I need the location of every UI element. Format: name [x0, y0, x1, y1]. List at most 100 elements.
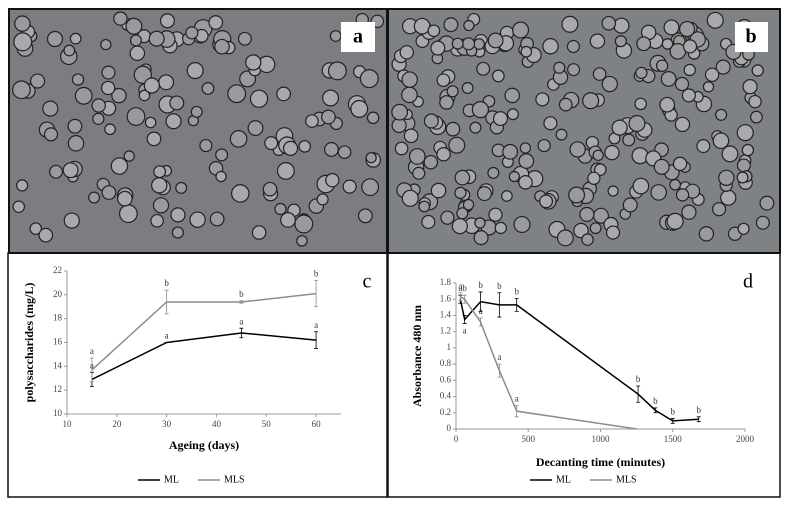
significance-letter: a [239, 316, 243, 326]
cell [359, 69, 379, 89]
cell [274, 202, 287, 216]
cell [473, 230, 489, 246]
cell [451, 218, 468, 235]
cell [413, 17, 431, 35]
x-tick-label: 30 [162, 419, 172, 429]
cell [101, 80, 116, 96]
significance-letter: b [671, 407, 676, 417]
cell [711, 202, 727, 217]
cell [101, 185, 117, 200]
cell [227, 84, 247, 104]
significance-letter: b [636, 374, 641, 384]
cell [443, 17, 459, 33]
cell [146, 131, 162, 147]
cell [12, 200, 26, 214]
line [91, 332, 317, 381]
cell [43, 127, 59, 142]
cell [513, 215, 531, 234]
cell [144, 116, 157, 129]
cell [29, 222, 43, 235]
cell [229, 129, 248, 148]
cell [635, 66, 648, 80]
cell [38, 227, 54, 243]
cell [329, 30, 342, 42]
cell [672, 156, 688, 172]
error-bar [89, 357, 94, 383]
significance-letter: b [314, 269, 319, 279]
error-bar [478, 317, 483, 327]
cell [448, 136, 466, 154]
y-tick-label: 22 [53, 265, 62, 275]
cell [401, 86, 418, 104]
y-tick-label: 16 [53, 337, 63, 347]
cell [666, 212, 684, 230]
cell [104, 123, 116, 136]
cell [231, 184, 250, 203]
panel-label: d [743, 271, 753, 293]
cell [553, 61, 566, 74]
cell [110, 157, 129, 175]
cell [63, 212, 80, 229]
cell [399, 45, 414, 60]
cell [579, 206, 595, 223]
cell [655, 59, 669, 72]
cell [280, 212, 296, 228]
cell [118, 204, 138, 224]
cell [214, 38, 230, 55]
cell [518, 175, 533, 190]
error-bar [239, 327, 244, 339]
cell [462, 198, 475, 211]
cell [736, 124, 754, 142]
cell [49, 164, 63, 179]
y-tick-label: 0 [447, 423, 452, 433]
cell [46, 30, 64, 48]
cell [539, 194, 554, 209]
panel-border [7, 252, 388, 498]
cell [487, 166, 500, 179]
error-bar [458, 292, 463, 302]
cell [117, 190, 133, 207]
error-bar [462, 294, 467, 304]
cell [361, 178, 380, 197]
error-bar [164, 289, 169, 315]
cell [401, 71, 418, 88]
error-bar [696, 416, 701, 423]
y-tick-label: 0.4 [440, 391, 452, 401]
cell [605, 225, 621, 240]
cell [589, 33, 606, 49]
cell [74, 86, 93, 105]
cell [566, 39, 580, 54]
cell [681, 204, 697, 220]
cell [674, 116, 691, 133]
y-tick-label: 0.2 [440, 407, 451, 417]
cell [461, 82, 474, 94]
cell [401, 189, 419, 207]
cell [365, 152, 377, 164]
cell [366, 111, 380, 125]
y-tick-label: 1 [447, 342, 452, 352]
cell [506, 108, 519, 121]
cell [650, 184, 668, 201]
line [91, 292, 317, 371]
cell [245, 54, 262, 71]
cell [702, 81, 715, 93]
cell [430, 40, 446, 56]
cell [736, 171, 749, 184]
cell [601, 15, 617, 31]
error-bar [653, 407, 658, 414]
y-tick-label: 1.2 [440, 326, 451, 336]
x-tick-label: 60 [312, 419, 322, 429]
cell [537, 138, 551, 153]
significance-letter: a [314, 320, 318, 330]
cell [209, 211, 225, 227]
x-tick-label: 50 [262, 419, 272, 429]
cell [189, 211, 206, 228]
cell [759, 195, 775, 211]
cell [126, 107, 146, 126]
cell [607, 185, 619, 197]
y-tick-label: 0.8 [440, 358, 452, 368]
cell [158, 74, 175, 91]
y-tick-label: 20 [53, 289, 63, 299]
panel-label: a [353, 26, 363, 48]
cell [215, 170, 227, 183]
